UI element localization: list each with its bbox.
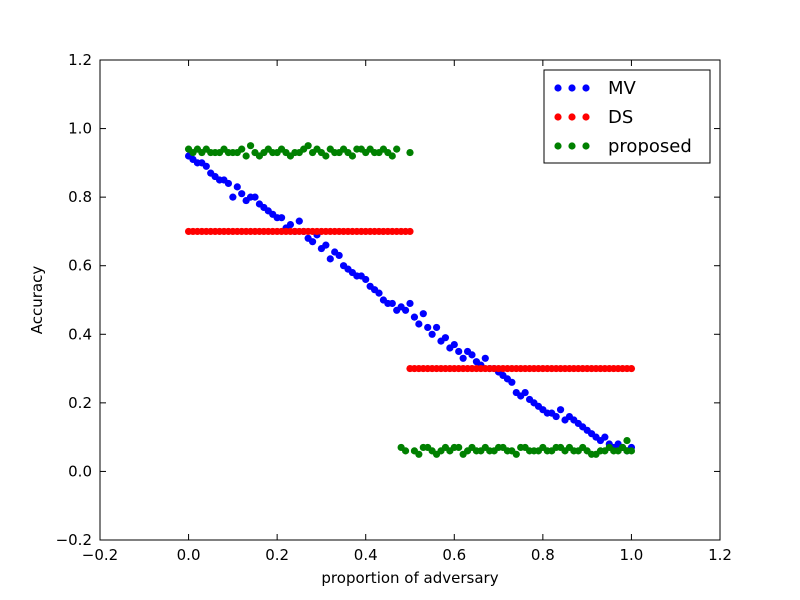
data-point — [428, 330, 436, 338]
data-point — [251, 193, 259, 201]
data-point — [406, 299, 414, 308]
data-point — [406, 148, 414, 157]
data-point — [455, 443, 463, 452]
data-point — [441, 334, 450, 342]
data-point — [286, 220, 295, 229]
data-point — [322, 152, 330, 160]
data-point — [419, 310, 427, 318]
legend: MV DS proposed — [543, 69, 711, 164]
data-point — [238, 145, 246, 153]
legend-marker — [554, 84, 562, 92]
data-point — [424, 323, 432, 332]
plot-frame — [99, 59, 721, 541]
data-point — [335, 251, 343, 260]
data-point — [623, 436, 631, 445]
y-axis-label: Accuracy — [28, 266, 46, 335]
data-point — [202, 162, 210, 170]
legend-marker — [582, 84, 590, 92]
data-point — [512, 450, 520, 458]
y-tick-label: 0.4 — [68, 325, 92, 343]
y-tick-label: 0.6 — [68, 257, 92, 275]
x-tick-label: 0.6 — [442, 546, 466, 564]
y-tick-label: 1.2 — [68, 51, 92, 69]
x-tick-label: 0.2 — [265, 546, 289, 564]
data-point — [481, 354, 489, 362]
x-tick-label: 0.8 — [531, 546, 555, 564]
data-point — [326, 255, 334, 263]
y-tick-label: 0.8 — [68, 188, 92, 206]
ticks-layer: −0.2 0.0 0.2 0.4 0.6 0.8 1.0 1.2 −0.2 0.0 0.2 0.4 0.… — [56, 51, 732, 564]
data-point — [552, 412, 560, 421]
x-tick-label: 1.0 — [619, 546, 643, 564]
x-tick-label: −0.2 — [82, 546, 118, 564]
data-point — [401, 447, 410, 455]
data-point — [242, 152, 250, 160]
data-point — [406, 227, 414, 236]
series-ds — [184, 227, 636, 373]
data-point — [410, 313, 419, 321]
data-point — [388, 152, 396, 160]
data-point — [393, 145, 401, 153]
data-point — [233, 183, 241, 191]
y-tick-label: 1.0 — [68, 120, 92, 138]
data-point — [308, 238, 317, 246]
data-point — [415, 320, 423, 328]
legend-marker — [568, 142, 576, 150]
data-point — [375, 289, 383, 297]
data-point — [388, 299, 396, 308]
data-point — [450, 340, 458, 349]
data-point — [508, 378, 516, 386]
y-tick-label: 0.2 — [68, 394, 92, 412]
x-tick-label: 0.4 — [354, 546, 378, 564]
data-point — [601, 433, 609, 441]
legend-marker — [582, 142, 590, 150]
data-point — [322, 241, 330, 249]
legend-markers — [554, 84, 590, 150]
data-point — [304, 142, 312, 150]
data-point — [348, 152, 357, 160]
legend-label-ds: DS — [608, 107, 633, 128]
legend-marker — [554, 113, 562, 121]
x-axis-label: proportion of adversary — [321, 569, 498, 587]
data-point — [455, 347, 463, 356]
data-point — [459, 354, 467, 362]
x-tick-label: 0.0 — [177, 546, 201, 564]
y-tick-label: −0.2 — [56, 531, 92, 549]
legend-marker — [554, 142, 562, 150]
data-point — [238, 190, 246, 198]
data-point — [556, 406, 565, 414]
data-point — [295, 217, 303, 225]
data-point — [627, 364, 636, 373]
data-point — [362, 275, 370, 284]
data-point — [246, 142, 255, 150]
data-point — [468, 351, 476, 359]
data-point — [229, 193, 237, 201]
legend-label-mv: MV — [608, 78, 637, 99]
data-point — [277, 214, 286, 222]
legend-marker — [568, 84, 576, 92]
series-proposed — [184, 142, 636, 458]
x-tick-label: 1.2 — [708, 546, 732, 564]
points-layer — [184, 142, 636, 458]
data-point — [401, 306, 410, 314]
legend-marker — [582, 113, 590, 121]
data-point — [415, 450, 423, 458]
data-point — [521, 388, 529, 397]
legend-marker — [568, 113, 576, 121]
y-tick-label: 0.0 — [68, 462, 92, 480]
legend-label-proposed: proposed — [608, 136, 692, 157]
data-point — [432, 323, 441, 332]
data-point — [627, 447, 636, 455]
data-point — [224, 179, 233, 188]
